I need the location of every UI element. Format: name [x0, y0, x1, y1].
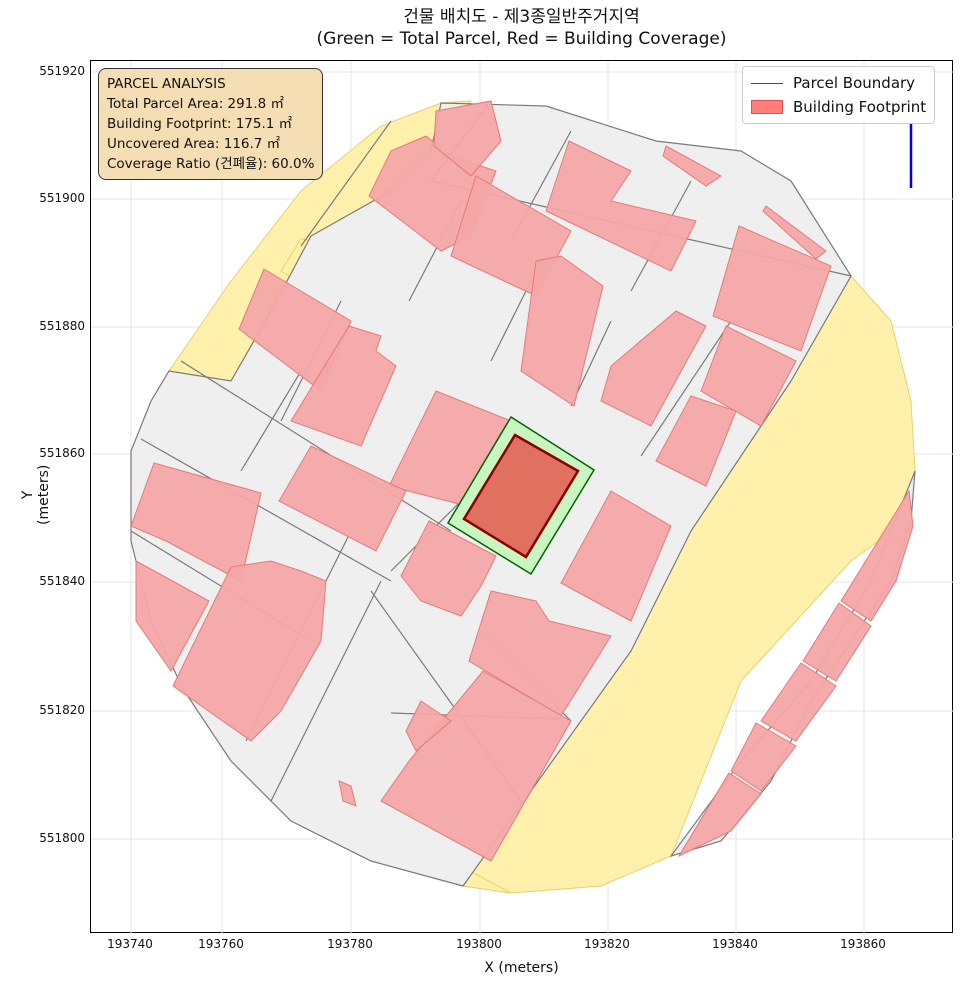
context-building-25 [840, 489, 914, 622]
context-building-21 [700, 325, 797, 427]
context-building-18 [405, 700, 452, 752]
context-building-12 [135, 560, 210, 672]
ytick-label: 551860 [39, 446, 85, 460]
ytick-label: 551880 [39, 319, 85, 333]
lot-line-17 [640, 320, 732, 457]
xtick-label: 193800 [456, 937, 502, 951]
parcel-analysis-box: PARCEL ANALYSIS Total Parcel Area: 291.8… [98, 68, 324, 180]
context-building-15 [560, 490, 672, 622]
context-building-11 [130, 462, 262, 582]
context-building-13 [172, 560, 327, 742]
context-building-22 [662, 145, 722, 187]
x-axis-label: X (meters) [484, 960, 559, 976]
xtick-label: 193820 [584, 937, 630, 951]
lot-line-1 [180, 360, 452, 532]
xtick-label: 193840 [712, 937, 758, 951]
context-building-6 [712, 225, 832, 352]
legend-label-parcel: Parcel Boundary [793, 74, 916, 92]
y-axis-label: Y (meters) [20, 464, 52, 525]
context-building-14 [400, 520, 497, 617]
lot-line-15 [490, 280, 532, 362]
ytick-label: 551920 [39, 64, 85, 78]
info-footprint: Building Footprint: 175.1 ㎡ [107, 116, 293, 132]
context-building-10 [278, 445, 407, 552]
xtick-label: 193860 [840, 937, 886, 951]
context-building-19 [600, 310, 707, 427]
lot-line-12 [270, 580, 382, 802]
context-building-20 [655, 395, 737, 487]
ytick-label: 551840 [39, 574, 85, 588]
info-heading: PARCEL ANALYSIS [107, 76, 226, 92]
info-coverage: Coverage Ratio (건폐율): 60.0% [107, 156, 315, 172]
context-buildings [130, 100, 914, 862]
title-line-2: (Green = Total Parcel, Red = Building Co… [316, 29, 727, 49]
context-building-3 [433, 100, 502, 177]
xtick-label: 193740 [107, 937, 153, 951]
ytick-label: 551820 [39, 703, 85, 717]
xtick-label: 193780 [327, 937, 373, 951]
context-building-5 [520, 255, 604, 407]
legend-item-parcel: Parcel Boundary [751, 71, 926, 95]
context-building-27 [760, 662, 837, 742]
ytick-label: 551800 [39, 831, 85, 845]
legend-label-building: Building Footprint [793, 98, 927, 116]
info-uncovered: Uncovered Area: 116.7 ㎡ [107, 136, 281, 152]
parcel-line-swatch [751, 82, 783, 84]
xtick-label: 193760 [198, 937, 244, 951]
building-patch-swatch [751, 100, 783, 114]
ytick-label: 551900 [39, 191, 85, 205]
chart-title: 건물 배치도 - 제3종일반주거지역 (Green = Total Parcel… [90, 6, 953, 50]
context-building-23 [762, 205, 827, 260]
map-plot-area[interactable] [90, 60, 954, 934]
context-building-16 [468, 590, 612, 717]
map-legend: Parcel Boundary Building Footprint [742, 66, 936, 124]
info-total-area: Total Parcel Area: 291.8 ㎡ [107, 96, 284, 112]
lot-line-9 [240, 370, 302, 472]
title-line-1: 건물 배치도 - 제3종일반주거지역 [403, 7, 640, 27]
map-canvas [91, 61, 954, 934]
context-building-24 [338, 780, 357, 807]
lot-line-7 [300, 120, 392, 247]
subject-building [462, 433, 580, 559]
context-building-26 [802, 602, 872, 682]
context-building-4 [545, 140, 697, 272]
lot-line-2 [140, 438, 392, 582]
context-building-29 [677, 772, 762, 858]
legend-item-building: Building Footprint [751, 95, 926, 119]
context-building-28 [730, 722, 797, 792]
context-building-8 [290, 325, 397, 447]
